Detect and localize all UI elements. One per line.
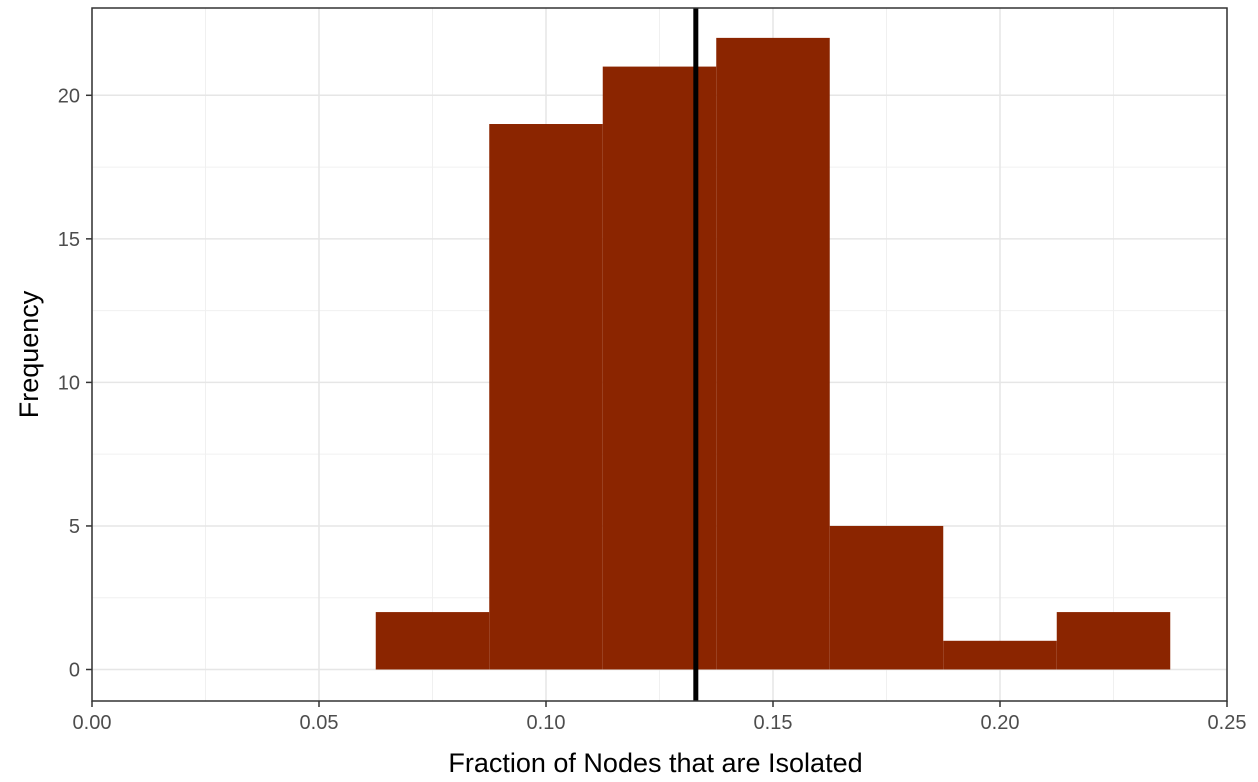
histogram-bar-7	[1056, 612, 1171, 670]
y-tick-label: 0	[69, 660, 80, 682]
histogram-bar-3	[602, 66, 717, 670]
y-tick-label: 15	[58, 229, 80, 251]
panel-border	[91, 7, 1228, 702]
x-tick-label: 0.10	[527, 712, 566, 734]
y-tick-label: 5	[69, 516, 80, 538]
x-axis-title: Fraction of Nodes that are Isolated	[448, 748, 862, 778]
y-axis-ticks: 0 5 10 15 20	[58, 85, 92, 682]
x-tick-label: 0.00	[73, 712, 112, 734]
x-tick-label: 0.15	[754, 712, 793, 734]
y-axis-title: Frequency	[14, 290, 44, 418]
x-tick-label: 0.20	[981, 712, 1020, 734]
y-tick-label: 20	[58, 85, 80, 107]
y-tick-label: 10	[58, 372, 80, 394]
histogram-bar-4	[716, 37, 830, 670]
histogram-bar-2	[489, 124, 603, 670]
histogram-bars	[375, 37, 1171, 670]
histogram-bar-1	[375, 612, 490, 670]
x-tick-label: 0.05	[300, 712, 339, 734]
x-axis-ticks: 0.00 0.05 0.10 0.15 0.20 0.25	[73, 701, 1247, 734]
histogram-bar-6	[943, 640, 1057, 670]
histogram-bar-5	[829, 525, 944, 670]
x-tick-label: 0.25	[1208, 712, 1247, 734]
